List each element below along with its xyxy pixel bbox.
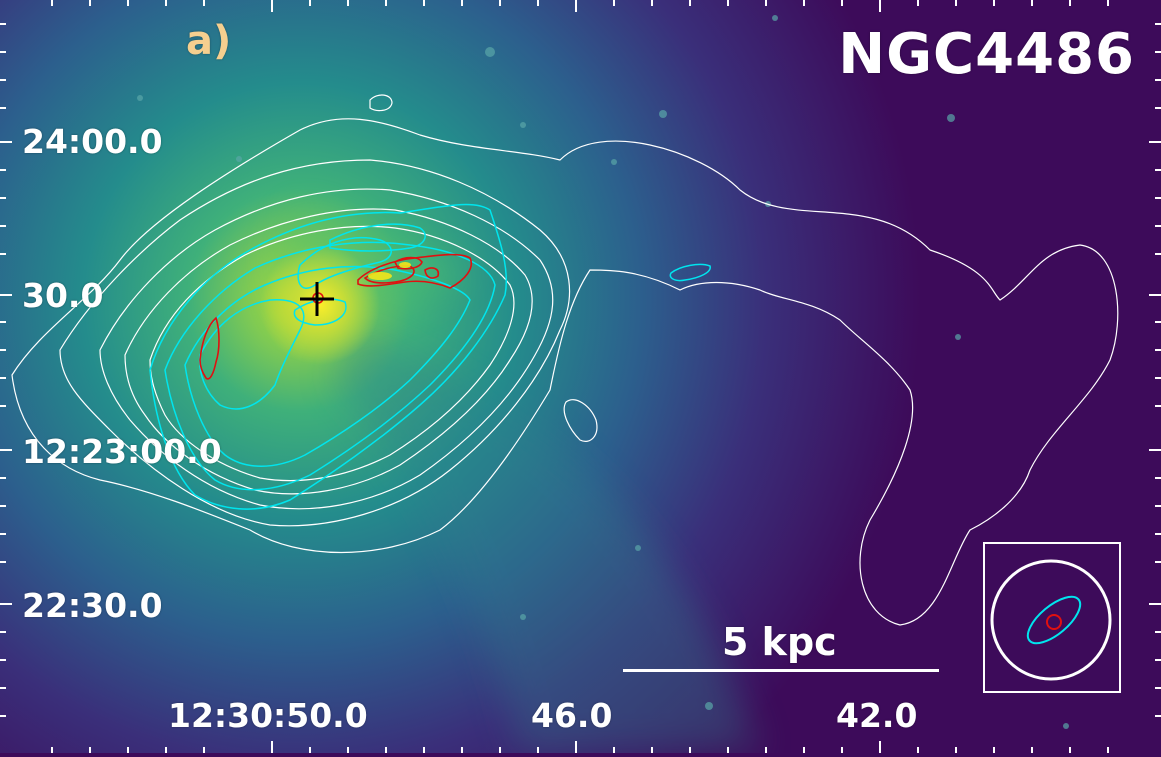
beam-inset	[983, 542, 1121, 693]
beam-ellipses-icon	[990, 559, 1112, 681]
dec-tick-label: 24:00.0	[22, 122, 163, 161]
ra-tick-label: 46.0	[531, 696, 613, 735]
panel-label: a)	[186, 18, 232, 64]
dec-tick-label: 12:23:00.0	[22, 432, 222, 471]
scale-bar	[623, 669, 939, 672]
object-name: NGC4486	[838, 22, 1135, 87]
ra-tick-label: 12:30:50.0	[168, 696, 368, 735]
scale-bar-label: 5 kpc	[722, 620, 837, 664]
dec-tick-label: 30.0	[22, 276, 104, 315]
ra-tick-label: 42.0	[836, 696, 918, 735]
cross-marker-icon	[300, 282, 334, 316]
dec-tick-label: 22:30.0	[22, 586, 163, 625]
